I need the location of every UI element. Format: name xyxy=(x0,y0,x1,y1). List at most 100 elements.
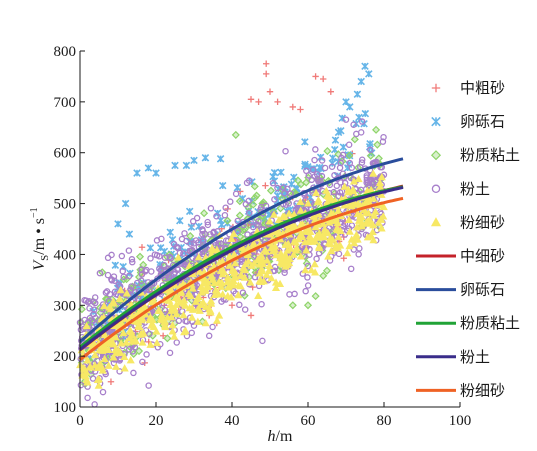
scatter-point xyxy=(234,227,241,235)
scatter-point xyxy=(267,273,276,282)
scatter-point xyxy=(111,261,120,270)
scatter-point xyxy=(321,212,328,220)
scatter-point xyxy=(173,339,180,346)
scatter-point xyxy=(361,62,369,71)
scatter-point xyxy=(263,70,270,78)
scatter-point xyxy=(277,168,285,176)
scatter-point xyxy=(138,338,147,346)
scatter-point xyxy=(247,96,255,103)
scatter-point xyxy=(211,285,220,294)
scatter-point xyxy=(120,352,129,361)
scatter-point xyxy=(255,255,264,263)
scatter-point xyxy=(375,178,384,187)
scatter-point xyxy=(193,214,201,222)
scatter-point xyxy=(181,230,188,237)
legend-marker xyxy=(431,83,441,93)
scatter-point xyxy=(327,194,336,203)
scatter-point xyxy=(187,313,197,321)
scatter-point xyxy=(218,298,225,305)
scatter-point xyxy=(290,237,299,245)
scatter-point xyxy=(357,129,365,136)
scatter-point xyxy=(254,291,263,299)
scatter-point xyxy=(125,272,133,280)
scatter-point xyxy=(77,381,85,389)
scatter-point xyxy=(207,205,215,212)
scatter-point xyxy=(303,301,313,310)
scatter-point xyxy=(247,261,256,269)
scatter-point xyxy=(221,211,229,219)
scatter-point xyxy=(246,278,255,286)
scatter-point xyxy=(292,246,301,254)
scatter-point xyxy=(198,317,207,326)
scatter-point xyxy=(168,327,177,335)
scatter-point xyxy=(377,172,386,181)
scatter-point xyxy=(293,176,303,185)
scatter-point xyxy=(85,298,93,305)
scatter-point xyxy=(241,259,250,267)
scatter-point xyxy=(310,259,319,268)
scatter-point xyxy=(128,256,136,263)
scatter-point xyxy=(271,242,280,250)
legend-label: 卵砾石 xyxy=(460,281,505,299)
scatter-point xyxy=(379,202,388,211)
scatter-point xyxy=(193,317,202,325)
scatter-point xyxy=(210,228,217,236)
scatter-point xyxy=(230,269,239,277)
scatter-point xyxy=(204,282,213,291)
scatter-point xyxy=(146,330,153,338)
scatter-point xyxy=(218,290,227,298)
scatter-point xyxy=(94,381,103,389)
scatter-point xyxy=(91,350,100,359)
scatter-point xyxy=(355,251,362,258)
x-tick-label: 100 xyxy=(449,413,472,429)
scatter-point xyxy=(228,302,236,309)
scatter-point xyxy=(109,353,118,361)
scatter-point xyxy=(307,265,316,274)
scatter-point xyxy=(172,309,181,318)
scatter-point xyxy=(109,340,118,348)
scatter-point xyxy=(255,98,262,106)
scatter-point xyxy=(137,315,146,324)
scatter-point xyxy=(334,128,343,137)
scatter-point xyxy=(337,159,345,167)
scatter-point xyxy=(129,258,136,266)
scatter-point xyxy=(331,136,340,144)
scatter-point xyxy=(104,361,113,369)
scatter-point xyxy=(176,216,184,225)
scatter-point xyxy=(345,151,354,160)
scatter-point xyxy=(84,394,91,402)
legend-item-fit-medium-fine-sand: 中细砂 xyxy=(416,247,505,265)
scatter-point xyxy=(249,223,257,231)
scatter-point xyxy=(339,143,348,151)
scatter-point xyxy=(266,186,275,195)
scatter-point xyxy=(357,221,366,230)
scatter-point xyxy=(280,212,289,220)
scatter-point xyxy=(241,306,249,313)
scatter-point xyxy=(346,103,354,111)
scatter-point xyxy=(316,153,325,161)
scatter-point xyxy=(377,190,386,198)
scatter-point xyxy=(244,231,251,238)
scatter-point xyxy=(186,247,194,255)
scatter-point xyxy=(274,184,281,192)
scatter-point xyxy=(356,245,363,252)
x-tick-label: 80 xyxy=(377,413,392,429)
scatter-point xyxy=(104,345,113,353)
scatter-point xyxy=(166,228,175,237)
scatter-point xyxy=(161,322,170,331)
scatter-point xyxy=(139,358,146,366)
scatter-point xyxy=(78,337,85,344)
scatter-point xyxy=(311,292,320,301)
scatter-point xyxy=(361,208,371,216)
legend-item-fit-fine-sand: 粉细砂 xyxy=(416,381,505,399)
scatter-point xyxy=(347,265,355,273)
scatter-point xyxy=(201,154,210,162)
scatter-point xyxy=(312,73,319,80)
scatter-point xyxy=(245,209,253,217)
scatter-point xyxy=(100,301,109,310)
scatter-point xyxy=(265,216,274,225)
scatter-point xyxy=(171,161,179,170)
scatter-point xyxy=(133,279,141,287)
scatter-layer xyxy=(76,60,388,408)
axes: 0 20 40 60 80 100 100 200 300 400 500 600 700 800 xyxy=(54,44,472,429)
